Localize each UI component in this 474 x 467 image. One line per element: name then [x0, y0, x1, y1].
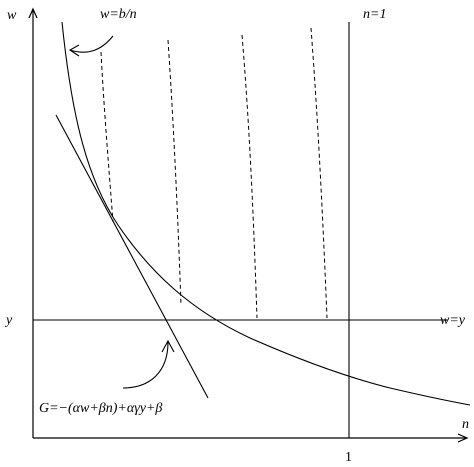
tangent-pointer-arrow: [123, 342, 168, 388]
hyperbola-pointer-arrow: [70, 36, 113, 52]
dashed-curve-4: [311, 28, 327, 318]
hyperbola-pointer-arrowhead: [70, 45, 79, 56]
dashed-curve-1: [101, 52, 113, 222]
x-tick-label-1: 1: [345, 450, 352, 465]
dashed-curve-2: [168, 40, 181, 305]
tangent-line-g: [56, 115, 208, 398]
n-equals-1-label: n=1: [363, 7, 386, 22]
tangent-line-label: G=−(αw+βn)+αγy+β: [39, 401, 162, 416]
y-level-label: y: [4, 313, 13, 328]
hyperbola-label: w=b/n: [100, 7, 137, 22]
w-equals-y-label: w=y: [440, 313, 466, 328]
w-axis-label: w: [7, 8, 17, 23]
dashed-curve-3: [242, 35, 257, 318]
hyperbola-curve: [62, 22, 470, 405]
n-axis-label: n: [462, 417, 469, 432]
